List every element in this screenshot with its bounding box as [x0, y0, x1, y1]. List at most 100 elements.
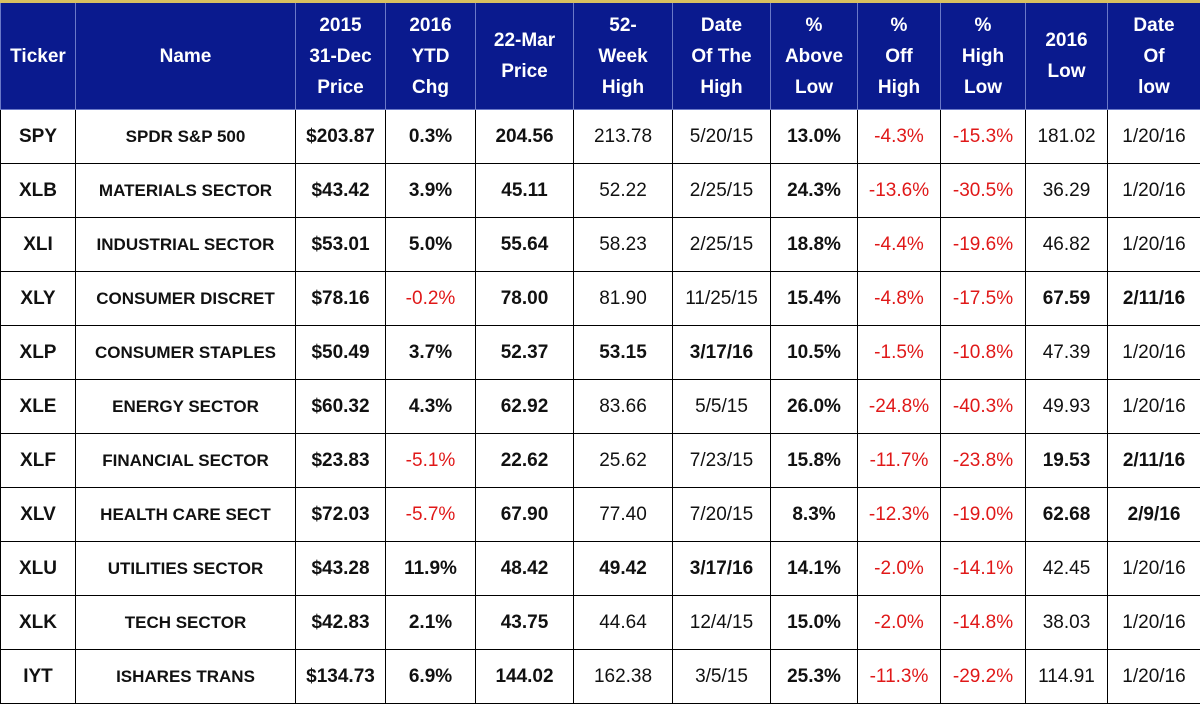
- name-cell: SPDR S&P 500: [75, 109, 296, 164]
- value-cell: 1/20/16: [1107, 109, 1200, 164]
- ticker-cell: XLI: [0, 217, 76, 272]
- value-cell: 15.4%: [770, 271, 858, 326]
- value-cell: 58.23: [573, 217, 673, 272]
- value-cell: 81.90: [573, 271, 673, 326]
- value-cell: -5.1%: [385, 433, 476, 488]
- value-cell: -12.3%: [857, 487, 941, 542]
- value-cell: 8.3%: [770, 487, 858, 542]
- header-text: %: [974, 14, 992, 36]
- value-cell: $72.03: [295, 487, 386, 542]
- value-cell: 162.38: [573, 649, 673, 704]
- value-cell: 1/20/16: [1107, 379, 1200, 434]
- value-cell: 10.5%: [770, 325, 858, 380]
- value-cell: $134.73: [295, 649, 386, 704]
- value-cell: 67.90: [475, 487, 574, 542]
- column-header: Name: [75, 0, 296, 110]
- ticker-cell: XLB: [0, 163, 76, 218]
- header-text: YTD: [411, 45, 450, 67]
- ticker-cell: IYT: [0, 649, 76, 704]
- value-cell: $43.28: [295, 541, 386, 596]
- value-cell: 1/20/16: [1107, 541, 1200, 596]
- header-text: 2016: [1045, 30, 1088, 51]
- value-cell: -4.4%: [857, 217, 941, 272]
- column-header: 2016 YTD Chg: [385, 0, 476, 110]
- header-text: Ticker: [10, 45, 66, 67]
- value-cell: $23.83: [295, 433, 386, 488]
- value-cell: 52.22: [573, 163, 673, 218]
- value-cell: -4.3%: [857, 109, 941, 164]
- value-cell: 204.56: [475, 109, 574, 164]
- value-cell: 55.64: [475, 217, 574, 272]
- header-text: 52-: [609, 14, 637, 36]
- value-cell: 22.62: [475, 433, 574, 488]
- name-cell: HEALTH CARE SECT: [75, 487, 296, 542]
- name-cell: TECH SECTOR: [75, 595, 296, 650]
- table-row: XLP CONSUMER STAPLES $50.49 3.7% 52.37 53.15 3…: [0, 325, 1200, 380]
- value-cell: -15.3%: [940, 109, 1026, 164]
- value-cell: -23.8%: [940, 433, 1026, 488]
- header-text: Date: [1133, 14, 1175, 36]
- value-cell: 7/23/15: [672, 433, 771, 488]
- value-cell: $50.49: [295, 325, 386, 380]
- column-header: Date Of low: [1107, 0, 1200, 110]
- value-cell: 52.37: [475, 325, 574, 380]
- value-cell: 114.91: [1025, 649, 1108, 704]
- header-text: low: [1138, 76, 1170, 98]
- value-cell: 1/20/16: [1107, 649, 1200, 704]
- value-cell: 15.8%: [770, 433, 858, 488]
- table-row: XLY CONSUMER DISCRET $78.16 -0.2% 78.00 81.90…: [0, 271, 1200, 326]
- column-header: 22-Mar Price: [475, 0, 574, 110]
- header-text: 2015: [319, 14, 362, 36]
- header-text: High: [700, 76, 743, 98]
- value-cell: 2/11/16: [1107, 271, 1200, 326]
- value-cell: 5/5/15: [672, 379, 771, 434]
- header-text: Price: [317, 76, 364, 98]
- value-cell: 5/20/15: [672, 109, 771, 164]
- header-text: Name: [159, 45, 212, 67]
- value-cell: -19.0%: [940, 487, 1026, 542]
- value-cell: 18.8%: [770, 217, 858, 272]
- table-row: SPY SPDR S&P 500 $203.87 0.3% 204.56 213.78 5/…: [0, 109, 1200, 164]
- value-cell: 2/9/16: [1107, 487, 1200, 542]
- value-cell: 38.03: [1025, 595, 1108, 650]
- value-cell: 2/25/15: [672, 217, 771, 272]
- value-cell: 67.59: [1025, 271, 1108, 326]
- name-cell: FINANCIAL SECTOR: [75, 433, 296, 488]
- header-text: Of: [1143, 45, 1165, 67]
- name-cell: INDUSTRIAL SECTOR: [75, 217, 296, 272]
- ticker-cell: XLF: [0, 433, 76, 488]
- header-text: %: [890, 14, 908, 36]
- column-header: 52- Week High: [573, 0, 673, 110]
- value-cell: 13.0%: [770, 109, 858, 164]
- header-text: Chg: [412, 76, 449, 98]
- column-header: % Above Low: [770, 0, 858, 110]
- value-cell: $43.42: [295, 163, 386, 218]
- value-cell: 43.75: [475, 595, 574, 650]
- header-text: Low: [1047, 61, 1086, 82]
- value-cell: -13.6%: [857, 163, 941, 218]
- ticker-cell: XLK: [0, 595, 76, 650]
- value-cell: 45.11: [475, 163, 574, 218]
- value-cell: 44.64: [573, 595, 673, 650]
- value-cell: -2.0%: [857, 541, 941, 596]
- value-cell: 49.93: [1025, 379, 1108, 434]
- value-cell: 15.0%: [770, 595, 858, 650]
- value-cell: 26.0%: [770, 379, 858, 434]
- column-header: 2015 31-Dec Price: [295, 0, 386, 110]
- column-header: Ticker: [0, 0, 76, 110]
- value-cell: 48.42: [475, 541, 574, 596]
- value-cell: 144.02: [475, 649, 574, 704]
- header-text: Price: [501, 61, 548, 82]
- value-cell: 42.45: [1025, 541, 1108, 596]
- value-cell: $78.16: [295, 271, 386, 326]
- value-cell: 36.29: [1025, 163, 1108, 218]
- value-cell: 24.3%: [770, 163, 858, 218]
- value-cell: -19.6%: [940, 217, 1026, 272]
- header-text: Week: [598, 45, 648, 67]
- value-cell: -4.8%: [857, 271, 941, 326]
- value-cell: -17.5%: [940, 271, 1026, 326]
- value-cell: 3.9%: [385, 163, 476, 218]
- ticker-cell: XLU: [0, 541, 76, 596]
- value-cell: 1/20/16: [1107, 325, 1200, 380]
